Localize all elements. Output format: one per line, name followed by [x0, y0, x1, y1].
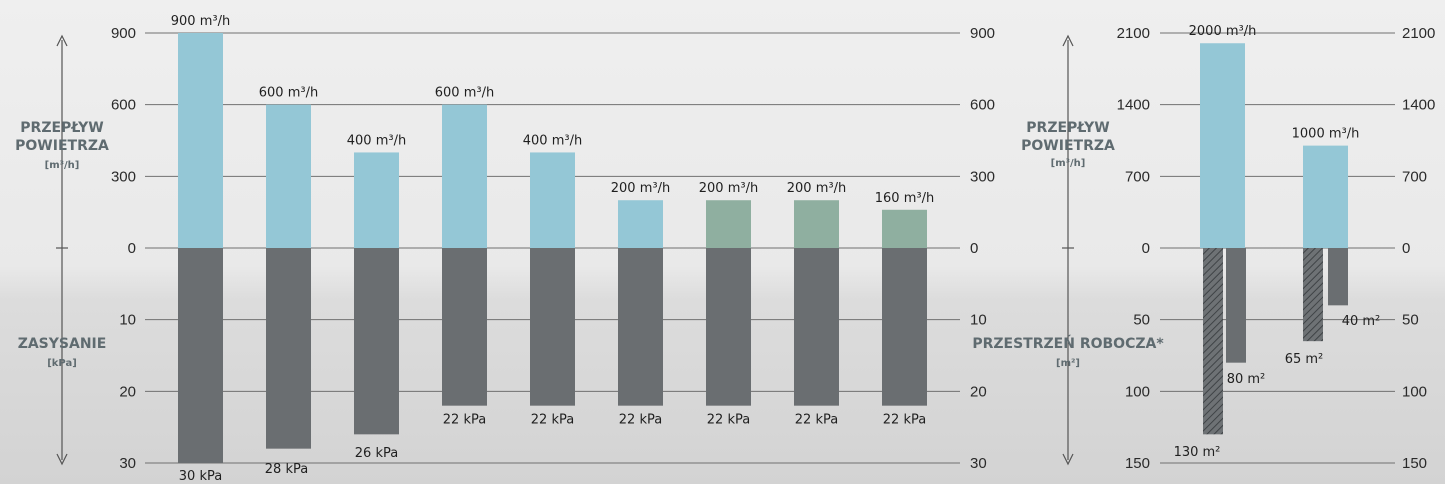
airflow-bar	[618, 200, 663, 248]
work-space-hatched-bar	[1303, 248, 1323, 342]
suction-bar	[266, 248, 311, 449]
arrow-down-icon	[1062, 453, 1074, 466]
work-space-solid-bar	[1328, 248, 1348, 306]
top-axis-title: PRZEPŁYW	[1026, 120, 1109, 136]
y-tick-left: 0	[128, 240, 136, 257]
y-tick-right: 100	[1402, 383, 1427, 400]
top-axis-unit: [m³/h]	[1051, 158, 1086, 169]
y-tick-left: 600	[111, 97, 136, 114]
suction-bar	[354, 248, 399, 435]
airflow-bar	[442, 104, 487, 249]
top-axis-title: PRZEPŁYW	[20, 120, 103, 136]
work-space-label: 40 m²	[1342, 314, 1381, 329]
y-tick-right: 300	[970, 168, 995, 185]
y-tick-left: 20	[119, 383, 136, 400]
suction-bar	[442, 248, 487, 406]
y-tick-right: 10	[970, 312, 987, 329]
suction-bar	[882, 248, 927, 406]
y-tick-right: 20	[970, 383, 987, 400]
suction-label: 26 kPa	[355, 446, 398, 461]
y-tick-right: 150	[1402, 455, 1427, 472]
airflow-bar	[1303, 145, 1348, 248]
work-space-solid-bar	[1226, 248, 1246, 363]
y-tick-right: 0	[1402, 240, 1410, 257]
airflow-label: 200 m³/h	[699, 181, 758, 196]
suction-bar	[794, 248, 839, 406]
y-tick-left: 700	[1125, 168, 1150, 185]
suction-label: 22 kPa	[619, 413, 662, 428]
airflow-bar	[882, 209, 927, 248]
suction-label: 22 kPa	[443, 413, 486, 428]
top-axis-title: POWIETRZA	[1021, 138, 1115, 154]
airflow-bar	[530, 152, 575, 248]
bottom-axis-unit: [m²]	[1056, 358, 1080, 369]
airflow-bar	[266, 104, 311, 249]
suction-label: 22 kPa	[707, 413, 750, 428]
airflow-label: 600 m³/h	[435, 86, 494, 101]
work-space-label: 130 m²	[1174, 445, 1221, 460]
y-tick-left: 100	[1125, 383, 1150, 400]
y-tick-left: 900	[111, 25, 136, 42]
y-tick-right: 1400	[1402, 97, 1435, 114]
y-tick-left: 150	[1125, 455, 1150, 472]
y-tick-left: 10	[119, 312, 136, 329]
y-tick-left: 1400	[1117, 97, 1150, 114]
top-axis-title: POWIETRZA	[15, 138, 109, 154]
y-tick-left: 300	[111, 168, 136, 185]
y-tick-left: 2100	[1117, 25, 1150, 42]
y-tick-right: 600	[970, 97, 995, 114]
work-space-label: 80 m²	[1227, 372, 1266, 387]
suction-bar	[530, 248, 575, 406]
work-space-label: 65 m²	[1285, 352, 1324, 367]
work-space-hatched-bar	[1203, 248, 1223, 435]
suction-bar	[618, 248, 663, 406]
airflow-label: 600 m³/h	[259, 86, 318, 101]
y-tick-right: 0	[970, 240, 978, 257]
airflow-bar	[178, 33, 223, 248]
airflow-label: 1000 m³/h	[1292, 127, 1360, 142]
airflow-label: 200 m³/h	[611, 181, 670, 196]
suction-label: 22 kPa	[531, 413, 574, 428]
y-tick-right: 50	[1402, 312, 1419, 329]
suction-label: 22 kPa	[883, 413, 926, 428]
top-axis-unit: [m³/h]	[45, 160, 80, 171]
bottom-axis-title: ZASYSANIE	[18, 336, 107, 352]
airflow-label: 160 m³/h	[875, 191, 934, 206]
airflow-label: 400 m³/h	[347, 133, 406, 148]
airflow-label: 200 m³/h	[787, 181, 846, 196]
suction-label: 30 kPa	[179, 469, 222, 484]
y-tick-left: 0	[1142, 240, 1150, 257]
airflow-bar	[794, 200, 839, 248]
suction-bar	[706, 248, 751, 406]
suction-bar	[178, 248, 223, 463]
airflow-bar	[354, 152, 399, 248]
airflow-label: 2000 m³/h	[1189, 24, 1257, 39]
y-tick-right: 900	[970, 25, 995, 42]
y-tick-right: 30	[970, 455, 987, 472]
airflow-bar	[1200, 43, 1245, 248]
y-tick-left: 30	[119, 455, 136, 472]
y-tick-right: 700	[1402, 168, 1427, 185]
y-tick-right: 2100	[1402, 25, 1435, 42]
y-tick-left: 50	[1133, 312, 1150, 329]
bottom-axis-title: PRZESTRZEŃ ROBOCZA*	[972, 334, 1164, 352]
left-chart: 900 900 600 600 300 300 0 0 10 10 20 20 30 30 PRZEPŁYW…	[15, 14, 995, 484]
suction-label: 22 kPa	[795, 413, 838, 428]
arrow-up-icon	[56, 34, 68, 47]
airflow-label: 400 m³/h	[523, 133, 582, 148]
airflow-bar	[706, 200, 751, 248]
suction-label: 28 kPa	[265, 462, 308, 477]
airflow-label: 900 m³/h	[171, 14, 230, 29]
bottom-axis-unit: [kPa]	[47, 358, 77, 369]
arrow-down-icon	[56, 453, 68, 466]
arrow-up-icon	[1062, 34, 1074, 47]
